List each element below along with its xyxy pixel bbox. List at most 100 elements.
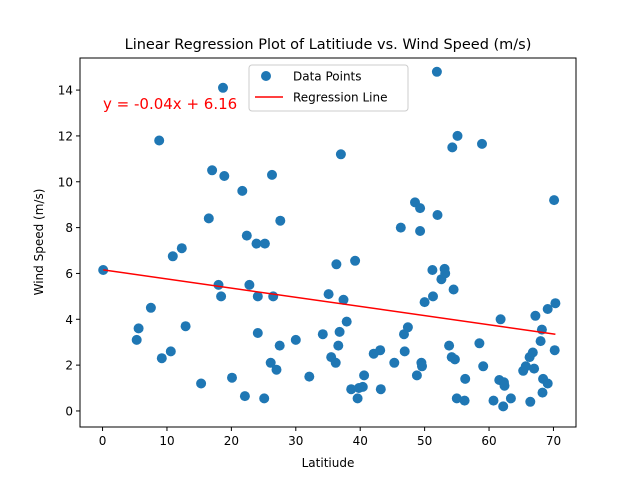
data-point — [176, 243, 187, 254]
data-point — [335, 149, 346, 160]
y-axis-ticks: 0 2 4 6 8 10 12 14 — [58, 84, 80, 418]
data-point — [449, 354, 460, 365]
data-point — [207, 165, 218, 176]
data-point — [167, 251, 178, 262]
data-point — [219, 171, 230, 181]
data-point — [239, 391, 250, 402]
data-point — [529, 363, 540, 374]
x-tick-label: 30 — [288, 434, 303, 448]
data-point — [444, 340, 455, 351]
data-point — [477, 138, 487, 149]
y-tick-label: 0 — [65, 404, 73, 418]
data-point — [180, 321, 191, 332]
data-point — [338, 294, 349, 305]
data-point — [290, 334, 301, 345]
regression-equation: y = -0.04x + 6.16 — [103, 95, 237, 113]
data-point — [535, 336, 546, 347]
data-point — [431, 66, 442, 77]
data-point — [271, 364, 282, 375]
data-point — [133, 323, 144, 334]
data-point — [452, 130, 463, 141]
data-point — [505, 393, 516, 404]
x-tick-label: 10 — [159, 434, 174, 448]
data-point — [527, 347, 538, 358]
data-point — [399, 346, 410, 357]
data-point — [145, 302, 156, 313]
data-point — [218, 82, 228, 93]
data-point — [274, 340, 285, 351]
data-point — [478, 361, 489, 372]
data-point — [350, 255, 361, 266]
data-point — [352, 393, 363, 404]
plot-area-frame — [79, 57, 577, 428]
data-point — [265, 357, 276, 368]
x-tick-label: 40 — [353, 434, 368, 448]
data-point — [275, 215, 286, 226]
data-point — [488, 395, 499, 406]
y-tick-label: 10 — [58, 175, 73, 189]
data-point — [499, 380, 510, 391]
y-tick-label: 2 — [65, 359, 73, 373]
regression-line — [103, 269, 556, 335]
data-point — [447, 142, 458, 153]
x-tick-label: 70 — [546, 434, 561, 448]
data-point — [203, 213, 214, 224]
data-point — [252, 328, 263, 338]
data-point — [549, 195, 560, 206]
x-axis-label: Latitiude — [302, 456, 355, 470]
data-point — [530, 310, 541, 321]
data-points-layer — [98, 66, 561, 412]
data-point — [330, 357, 341, 368]
data-point — [252, 291, 263, 302]
data-point — [304, 371, 315, 382]
data-point — [359, 370, 370, 381]
data-point — [451, 393, 462, 404]
data-point — [346, 384, 357, 395]
data-point — [334, 326, 345, 337]
x-tick-label: 20 — [224, 434, 239, 448]
data-point — [237, 185, 248, 196]
data-point — [389, 357, 400, 368]
data-point — [415, 226, 426, 236]
legend-marker-data-points — [261, 71, 271, 81]
data-point — [417, 361, 427, 372]
data-point — [427, 265, 438, 275]
data-point — [216, 291, 227, 302]
data-point — [331, 259, 342, 270]
data-point — [459, 395, 470, 406]
data-point — [154, 135, 165, 146]
legend: Data Points Regression Line — [248, 64, 409, 112]
x-tick-label: 0 — [99, 434, 107, 448]
y-axis-label: Wind Speed (m/s) — [32, 189, 46, 296]
data-point — [259, 238, 270, 249]
y-tick-label: 14 — [58, 84, 73, 98]
data-point — [357, 381, 368, 392]
data-point — [267, 169, 277, 180]
data-point — [542, 304, 553, 314]
data-point — [131, 334, 142, 345]
data-point — [495, 314, 506, 325]
y-tick-label: 4 — [65, 313, 73, 327]
data-point — [317, 329, 328, 340]
data-point — [213, 279, 224, 290]
data-point — [550, 298, 561, 309]
data-point — [520, 361, 531, 372]
x-tick-label: 50 — [417, 434, 432, 448]
data-point — [227, 372, 237, 383]
data-point — [537, 387, 548, 398]
data-point — [156, 353, 167, 364]
data-point — [375, 384, 386, 395]
chart-title: Linear Regression Plot of Latitiude vs. … — [125, 37, 532, 53]
data-point — [395, 222, 406, 233]
legend-box — [248, 64, 409, 112]
data-point — [402, 322, 413, 333]
data-point — [542, 378, 553, 389]
y-tick-label: 6 — [65, 267, 73, 281]
data-point — [474, 338, 485, 349]
data-point — [525, 396, 536, 407]
data-point — [549, 345, 560, 356]
data-point — [432, 210, 443, 220]
data-point — [440, 268, 451, 279]
data-point — [341, 316, 352, 327]
